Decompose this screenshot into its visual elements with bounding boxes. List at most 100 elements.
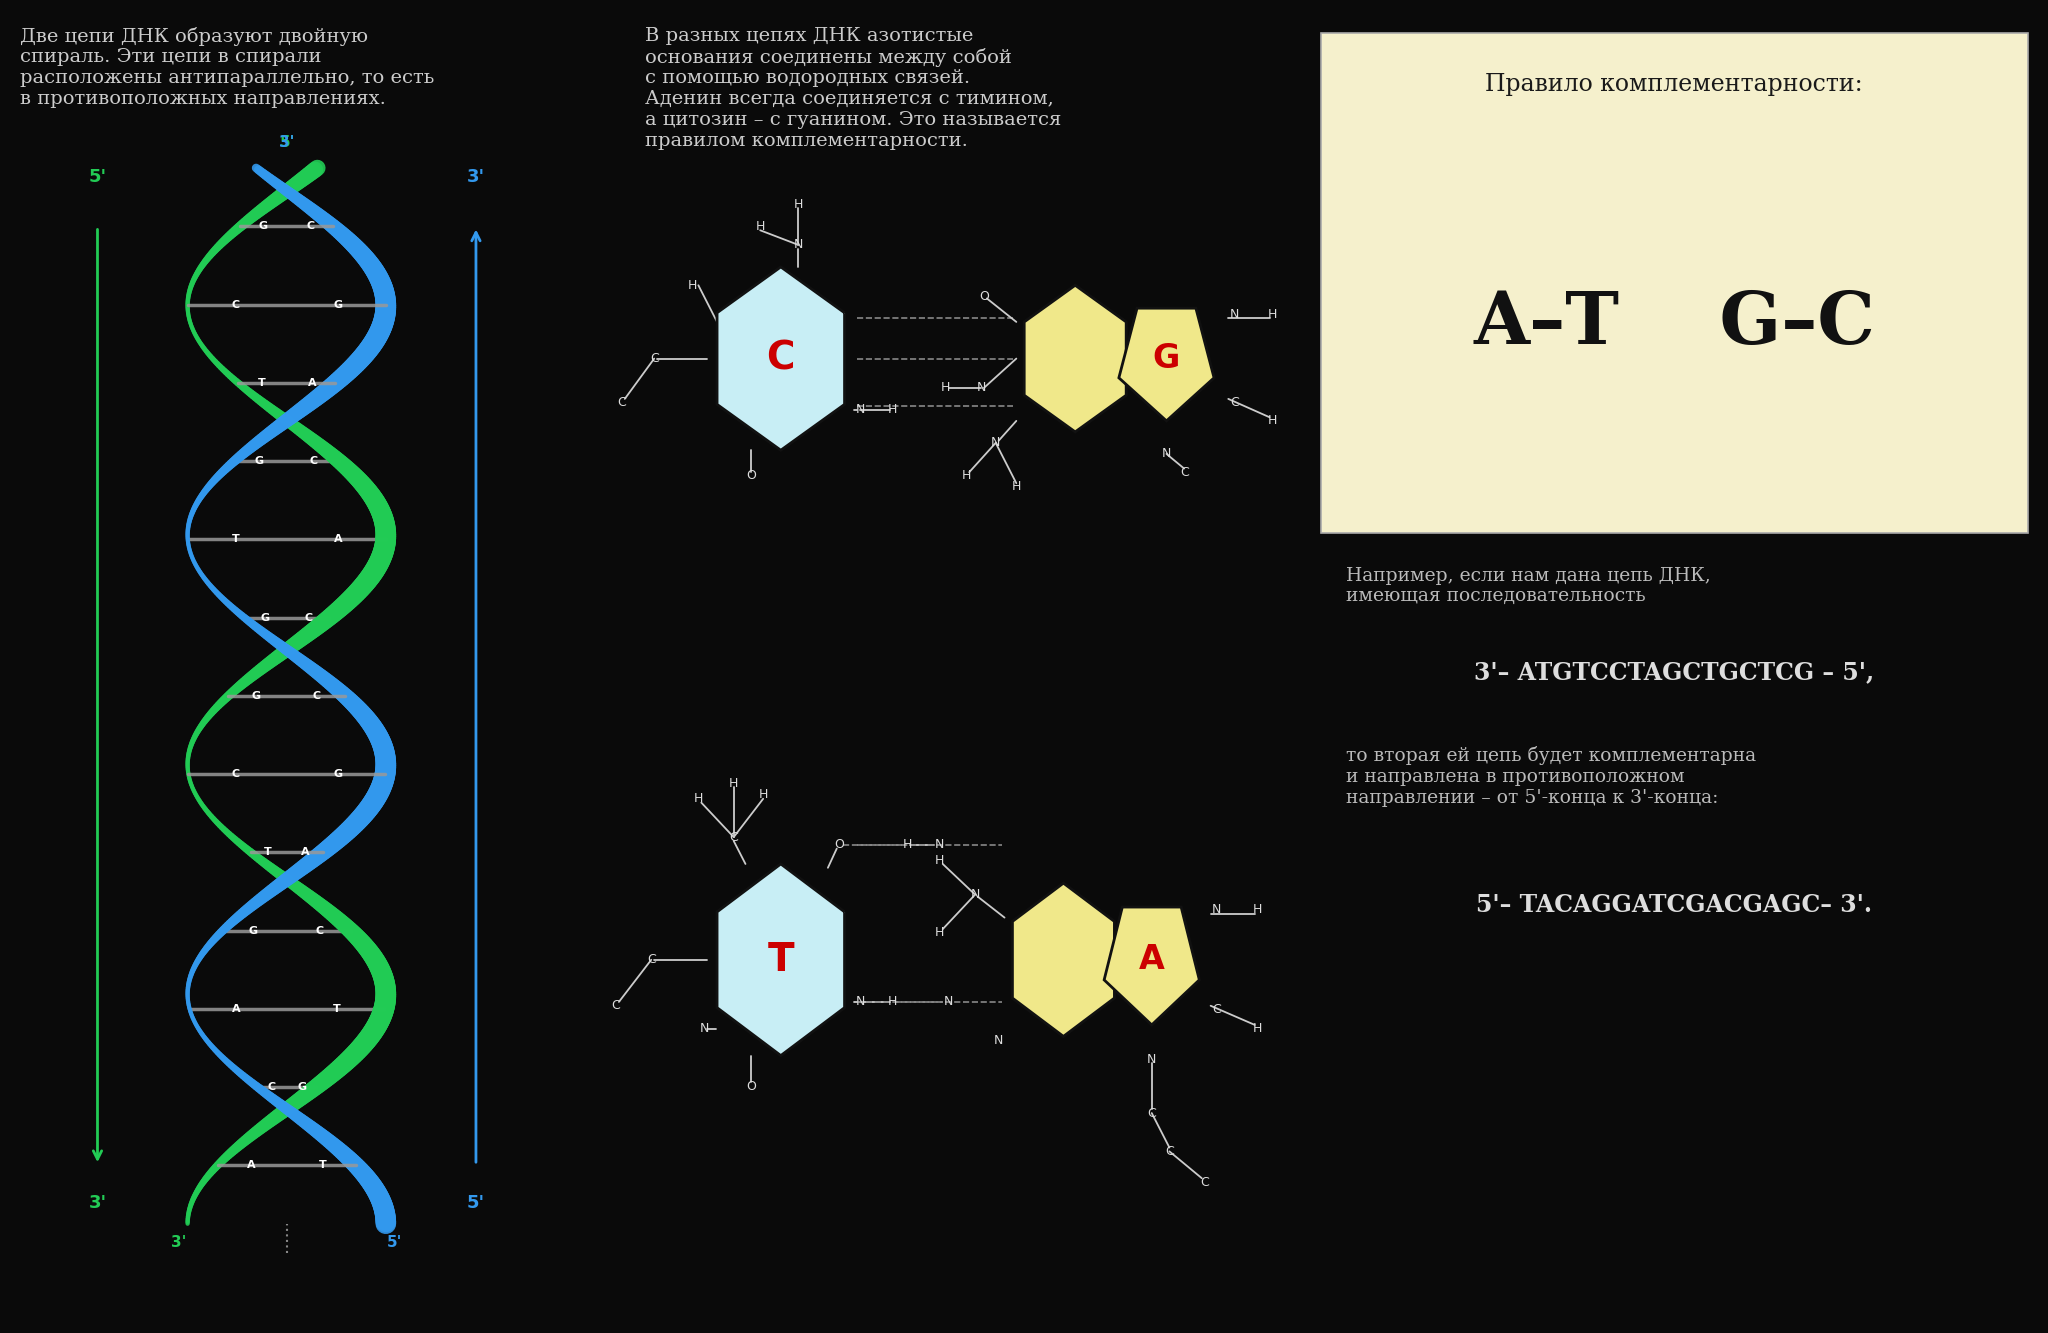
Text: N: N [991, 436, 999, 449]
Text: H: H [729, 777, 739, 790]
Text: H: H [903, 838, 911, 852]
Text: N: N [1212, 904, 1221, 917]
Text: C: C [313, 690, 322, 701]
Text: A: A [307, 377, 315, 388]
Text: T: T [319, 1160, 326, 1170]
Text: N: N [944, 996, 952, 1009]
Text: G: G [258, 221, 266, 232]
Text: G: G [254, 456, 264, 467]
Text: A: A [334, 535, 342, 544]
Text: C: C [268, 1082, 276, 1092]
Text: C: C [231, 769, 240, 778]
Text: C: C [647, 953, 655, 966]
Text: G: G [334, 769, 342, 778]
Text: H: H [795, 199, 803, 211]
Text: A: A [231, 1004, 240, 1014]
Text: C: C [649, 352, 659, 365]
Text: H: H [940, 381, 950, 395]
Text: Правило комплементарности:: Правило комплементарности: [1485, 73, 1864, 96]
Text: G: G [297, 1082, 307, 1092]
Text: G: G [260, 613, 268, 623]
Text: 3': 3' [467, 168, 485, 185]
Text: Две цепи ДНК образуют двойную
спираль. Эти цепи в спирали
расположены антипаралл: Две цепи ДНК образуют двойную спираль. Э… [20, 27, 434, 108]
Text: 5'– TACAGGATCGACGAGC– 3'.: 5'– TACAGGATCGACGAGC– 3'. [1477, 893, 1872, 917]
Text: Например, если нам дана цепь ДНК,
имеющая последовательность: Например, если нам дана цепь ДНК, имеюща… [1346, 567, 1710, 605]
Text: C: C [1212, 1002, 1221, 1016]
Text: В разных цепях ДНК азотистые
основания соединены между собой
с помощью водородны: В разных цепях ДНК азотистые основания с… [645, 27, 1061, 149]
Text: T: T [264, 848, 272, 857]
Text: A: A [1139, 944, 1165, 976]
Text: A–T    G–C: A–T G–C [1473, 288, 1876, 359]
Text: C: C [309, 456, 317, 467]
Text: H: H [1253, 904, 1262, 917]
Text: 5': 5' [467, 1194, 485, 1213]
Text: 3': 3' [170, 1236, 186, 1250]
Text: O: O [979, 289, 989, 303]
Text: H: H [688, 279, 696, 292]
Text: A: A [246, 1160, 256, 1170]
Text: то вторая ей цепь будет комплементарна
и направлена в противоположном
направлени: то вторая ей цепь будет комплементарна и… [1346, 746, 1755, 806]
Polygon shape [1104, 906, 1200, 1025]
Text: C: C [1180, 465, 1188, 479]
Text: N: N [1161, 448, 1171, 460]
Text: C: C [231, 300, 240, 309]
Text: C: C [766, 340, 795, 377]
Polygon shape [717, 864, 844, 1056]
Text: N: N [971, 888, 979, 901]
Text: H: H [963, 469, 971, 483]
Text: G: G [252, 690, 260, 701]
Text: C: C [1165, 1145, 1174, 1158]
Text: G: G [250, 925, 258, 936]
Polygon shape [1012, 882, 1114, 1037]
Text: C: C [1200, 1176, 1208, 1189]
Text: 5': 5' [88, 168, 106, 185]
Text: G: G [1153, 343, 1180, 375]
Polygon shape [1118, 308, 1214, 421]
Text: H: H [758, 788, 768, 801]
Text: T: T [231, 535, 240, 544]
Text: N: N [1147, 1053, 1157, 1066]
Text: 3'– ATGTCCTAGCTGCTCG – 5',: 3'– ATGTCCTAGCTGCTCG – 5', [1475, 660, 1874, 684]
Text: G: G [334, 300, 342, 309]
Text: 5': 5' [387, 1236, 403, 1250]
Text: O: O [745, 1080, 756, 1093]
Text: H: H [1012, 480, 1022, 493]
FancyBboxPatch shape [1321, 33, 2028, 533]
Text: N: N [1229, 308, 1239, 321]
Text: C: C [315, 925, 324, 936]
Text: N: N [977, 381, 985, 395]
Text: C: C [307, 221, 315, 232]
Text: 3': 3' [88, 1194, 106, 1213]
Text: 3': 3' [279, 136, 295, 151]
Text: T: T [334, 1004, 342, 1014]
Text: C: C [729, 830, 737, 844]
Text: C: C [1229, 396, 1239, 409]
Text: H: H [1268, 415, 1278, 428]
Text: H: H [1253, 1022, 1262, 1036]
Text: C: C [1147, 1106, 1157, 1120]
Text: N: N [856, 996, 864, 1009]
Text: C: C [616, 396, 627, 409]
Text: H: H [694, 792, 702, 805]
Text: H: H [756, 220, 764, 233]
Text: H: H [936, 853, 944, 866]
Text: N: N [795, 239, 803, 252]
Text: N: N [700, 1022, 709, 1036]
Text: C: C [612, 1000, 621, 1012]
Text: T: T [258, 377, 266, 388]
Polygon shape [1024, 285, 1126, 432]
Text: O: O [836, 838, 844, 852]
Text: N: N [856, 404, 864, 416]
Text: C: C [305, 613, 313, 623]
Polygon shape [717, 267, 844, 451]
Text: A: A [301, 848, 309, 857]
Text: H: H [936, 926, 944, 940]
Text: H: H [889, 996, 897, 1009]
Text: H: H [1268, 308, 1278, 321]
Text: N: N [993, 1033, 1004, 1046]
Text: O: O [745, 469, 756, 483]
Text: T: T [768, 941, 795, 978]
Text: H: H [889, 404, 897, 416]
Text: N: N [936, 838, 944, 852]
Text: 5': 5' [279, 136, 295, 151]
